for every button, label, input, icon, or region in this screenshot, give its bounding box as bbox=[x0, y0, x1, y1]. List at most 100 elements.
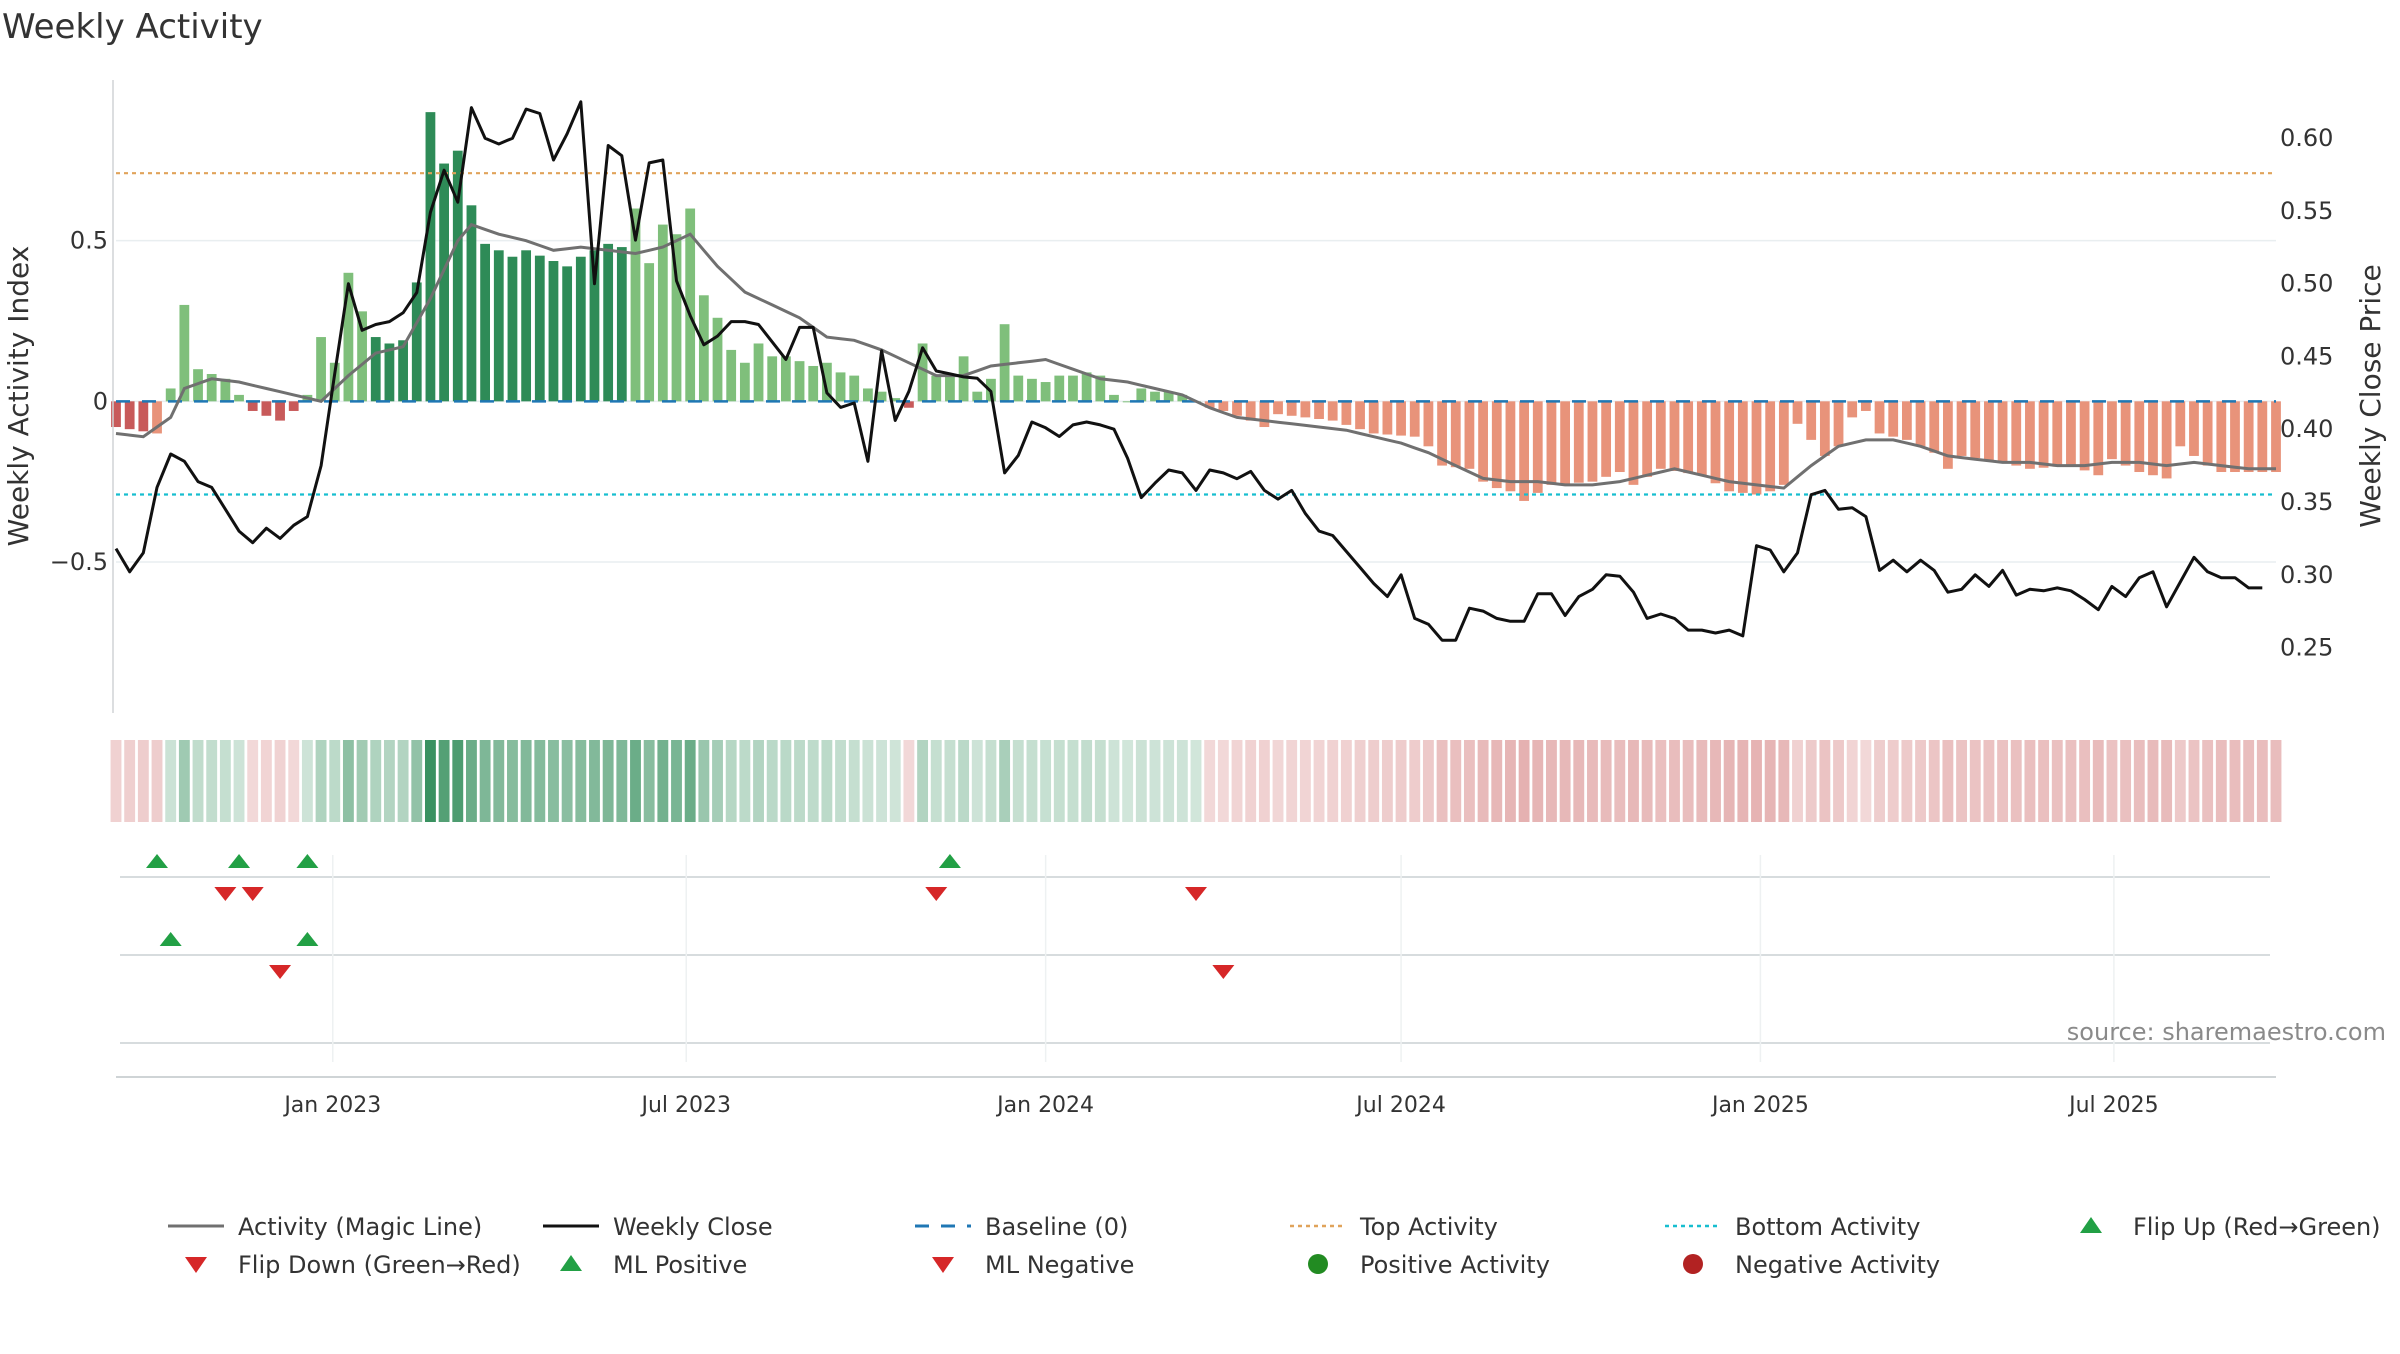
activity-strip-cell bbox=[479, 740, 491, 822]
activity-bar bbox=[1177, 394, 1188, 402]
activity-bar bbox=[698, 295, 709, 402]
activity-strip-cell bbox=[1313, 740, 1325, 822]
activity-strip-cell bbox=[1422, 740, 1434, 822]
activity-bar bbox=[1081, 372, 1092, 402]
activity-strip-cell bbox=[1833, 740, 1844, 822]
activity-bar bbox=[2202, 401, 2213, 466]
activity-strip-cell bbox=[315, 740, 327, 822]
activity-bar bbox=[1806, 401, 1817, 440]
activity-strip-cell bbox=[2133, 740, 2145, 822]
legend-label: Activity (Magic Line) bbox=[238, 1213, 482, 1241]
activity-strip-cell bbox=[1340, 740, 1352, 822]
activity-bar bbox=[124, 401, 135, 430]
activity-strip-cell bbox=[1217, 740, 1229, 822]
activity-bar bbox=[452, 150, 463, 402]
activity-strip-cell bbox=[520, 740, 532, 822]
legend-marker bbox=[185, 1257, 207, 1273]
activity-bar bbox=[2243, 401, 2254, 473]
activity-bar bbox=[1710, 401, 1721, 484]
activity-strip-cell bbox=[589, 740, 600, 822]
activity-strip-cell bbox=[2092, 740, 2104, 822]
ml-positive-marker bbox=[296, 932, 319, 946]
activity-strip-cell bbox=[1600, 740, 1612, 822]
activity-bar bbox=[972, 391, 983, 402]
activity-strip-cell bbox=[1463, 740, 1475, 822]
activity-strip-cell bbox=[124, 740, 136, 822]
activity-bar bbox=[1341, 401, 1352, 425]
activity-bar bbox=[1669, 401, 1680, 471]
activity-bar bbox=[1259, 401, 1270, 428]
activity-bar bbox=[671, 234, 682, 402]
activity-bar bbox=[876, 391, 887, 402]
activity-bar bbox=[247, 401, 258, 411]
x-tick-label: Jul 2023 bbox=[640, 1093, 732, 1118]
y-tick-label-right: 0.55 bbox=[2280, 197, 2333, 225]
activity-strip-cell bbox=[848, 740, 860, 822]
activity-strip-cell bbox=[2147, 740, 2159, 822]
activity-bar bbox=[1560, 401, 1571, 484]
activity-strip-cell bbox=[1655, 740, 1667, 822]
activity-strip-cell bbox=[917, 740, 929, 822]
activity-bar bbox=[1245, 401, 1256, 421]
activity-strip-cell bbox=[657, 740, 669, 822]
activity-strip-cell bbox=[1245, 740, 1257, 822]
activity-bar bbox=[794, 361, 805, 402]
activity-strip-cell bbox=[944, 740, 956, 822]
activity-strip-cell bbox=[165, 740, 177, 822]
activity-bar bbox=[1929, 401, 1940, 453]
activity-strip-cell bbox=[1751, 740, 1762, 822]
activity-strip-cell bbox=[1696, 740, 1708, 822]
activity-strip-cell bbox=[1887, 740, 1899, 822]
activity-bar bbox=[2011, 401, 2022, 466]
activity-bar bbox=[1300, 401, 1311, 418]
activity-strip-cell bbox=[1299, 740, 1311, 822]
activity-bar bbox=[712, 317, 723, 402]
activity-bar bbox=[1642, 401, 1653, 477]
magic-line bbox=[115, 222, 2276, 490]
legend-label: Positive Activity bbox=[1360, 1251, 1550, 1279]
activity-bar bbox=[1150, 391, 1160, 402]
activity-strip-cell bbox=[1956, 740, 1968, 822]
activity-strip-cell bbox=[370, 740, 382, 822]
activity-strip-cell bbox=[985, 740, 997, 822]
activity-strip-cell bbox=[2215, 740, 2227, 822]
activity-bar bbox=[589, 250, 600, 402]
activity-bar bbox=[685, 208, 696, 402]
activity-bar bbox=[1901, 401, 1912, 440]
legend-label: Negative Activity bbox=[1735, 1251, 1940, 1279]
activity-strip-cell bbox=[2024, 740, 2036, 822]
activity-strip-cell bbox=[1915, 740, 1926, 822]
activity-bar bbox=[1423, 401, 1434, 447]
activity-bar bbox=[1505, 401, 1516, 492]
activity-strip-cell bbox=[2120, 740, 2132, 822]
activity-bar bbox=[1956, 401, 1967, 456]
activity-bar bbox=[548, 261, 559, 402]
activity-bar bbox=[425, 112, 436, 402]
activity-bar bbox=[152, 401, 162, 434]
activity-bar bbox=[1724, 401, 1735, 492]
activity-strip-cell bbox=[1081, 740, 1093, 822]
activity-strip-cell bbox=[301, 740, 313, 822]
activity-strip-cell bbox=[534, 740, 546, 822]
activity-bar bbox=[220, 378, 231, 402]
y-tick-label-right: 0.30 bbox=[2280, 561, 2333, 589]
activity-bar bbox=[917, 343, 928, 402]
activity-bar bbox=[1519, 401, 1529, 501]
y-tick-label-left: −0.5 bbox=[50, 548, 108, 576]
activity-bar bbox=[1464, 401, 1475, 469]
activity-bar bbox=[821, 362, 832, 402]
activity-bar bbox=[1355, 401, 1365, 430]
activity-strip-cell bbox=[151, 740, 163, 822]
activity-strip-cell bbox=[329, 740, 341, 822]
activity-bar bbox=[439, 163, 449, 402]
legend-label: ML Negative bbox=[985, 1251, 1134, 1279]
activity-bar bbox=[1614, 401, 1625, 473]
activity-strip-cell bbox=[288, 740, 300, 822]
activity-strip-cell bbox=[2051, 740, 2063, 822]
activity-bar bbox=[275, 401, 285, 421]
activity-strip-cell bbox=[1067, 740, 1079, 822]
legend-marker bbox=[932, 1257, 954, 1273]
legend-label: Bottom Activity bbox=[1735, 1213, 1920, 1241]
activity-bar bbox=[343, 272, 354, 402]
